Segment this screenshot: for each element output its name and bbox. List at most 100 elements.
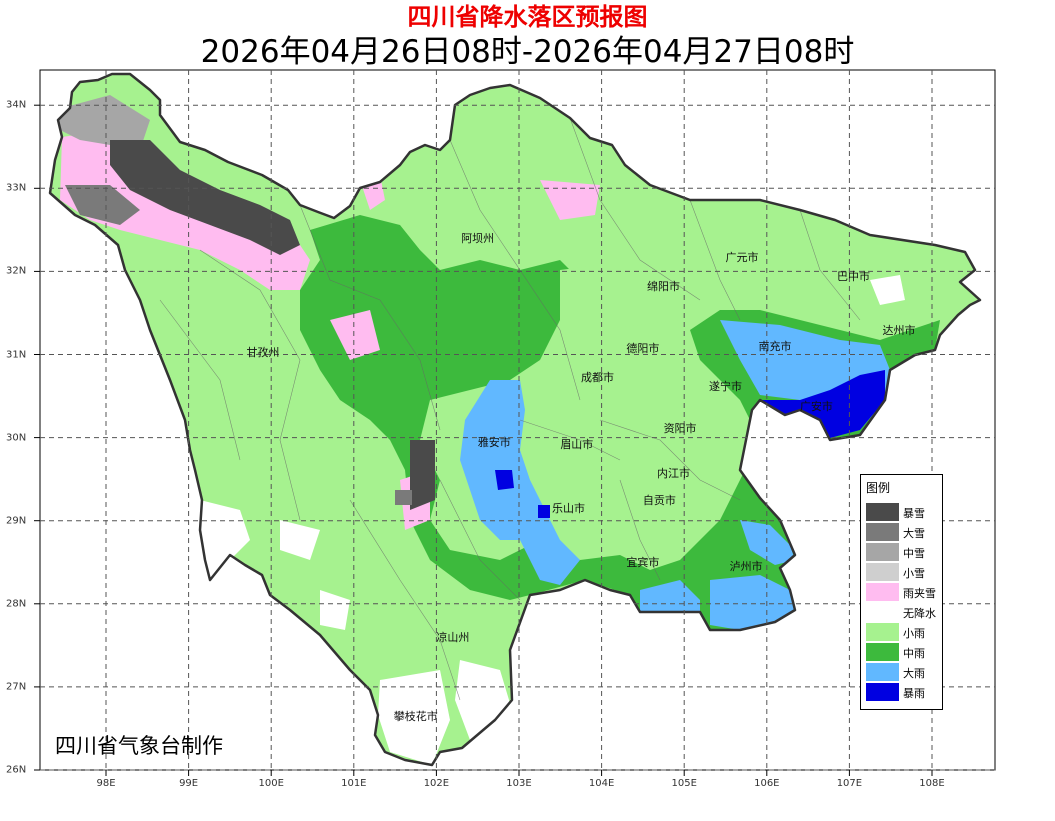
no-rain-area bbox=[200, 500, 250, 580]
x-tick-label: 106E bbox=[754, 778, 780, 789]
legend-label: 大雪 bbox=[903, 527, 925, 540]
legend-swatch bbox=[866, 583, 899, 601]
light-rain-area bbox=[590, 430, 690, 510]
city-label: 凉山州 bbox=[436, 631, 470, 645]
city-label: 成都市 bbox=[580, 370, 614, 384]
city-label: 达州市 bbox=[882, 323, 916, 337]
y-tick-label: 32N bbox=[6, 265, 27, 277]
city-label: 南充市 bbox=[758, 340, 792, 354]
map-title: 四川省降水落区预报图 bbox=[407, 3, 648, 31]
lat-lon-grid bbox=[40, 70, 995, 771]
legend-label: 暴雪 bbox=[903, 507, 925, 520]
legend-item: 大雪 bbox=[866, 523, 942, 541]
light-rain-area bbox=[560, 320, 690, 420]
x-tick-label: 103E bbox=[506, 778, 532, 789]
rainstorm-area bbox=[538, 505, 550, 518]
y-tick-label: 29N bbox=[6, 515, 27, 527]
heavy-snow-area bbox=[395, 490, 412, 505]
legend-item: 雨夹雪 bbox=[866, 583, 942, 601]
blizzard-area bbox=[110, 140, 300, 255]
city-label: 宜宾市 bbox=[626, 556, 660, 570]
legend-swatch bbox=[866, 503, 899, 521]
producer-credit: 四川省气象台制作 bbox=[55, 734, 223, 758]
rainstorm-area bbox=[495, 470, 514, 490]
legend-label: 小雪 bbox=[903, 567, 925, 580]
x-tick-label: 101E bbox=[341, 778, 367, 789]
y-tick-label: 26N bbox=[6, 764, 27, 776]
legend-label: 中雨 bbox=[903, 647, 925, 660]
legend-item: 暴雨 bbox=[866, 683, 942, 701]
legend-label: 暴雨 bbox=[903, 687, 925, 700]
sleet-area bbox=[330, 310, 380, 360]
y-tick-label: 27N bbox=[6, 681, 27, 693]
city-label: 泸州市 bbox=[729, 560, 763, 574]
legend-swatch bbox=[866, 643, 899, 661]
blizzard-area bbox=[410, 440, 435, 510]
legend-swatch bbox=[866, 563, 899, 581]
legend-swatch bbox=[866, 543, 899, 561]
legend-label: 中雪 bbox=[903, 547, 925, 560]
no-rain-area bbox=[280, 520, 320, 560]
legend-label: 雨夹雪 bbox=[903, 587, 936, 600]
county-boundaries bbox=[159, 117, 861, 701]
city-label: 巴中市 bbox=[837, 269, 871, 283]
city-label: 绵阳市 bbox=[647, 280, 681, 294]
legend: 图例 暴雪大雪中雪小雪雨夹雪无降水小雨中雨大雨暴雨 bbox=[860, 474, 943, 710]
legend-item: 中雨 bbox=[866, 643, 942, 661]
heavy-rain-area bbox=[740, 520, 795, 565]
forecast-period: 2026年04月26日08时-2026年04月27日08时 bbox=[200, 34, 855, 70]
x-tick-label: 105E bbox=[671, 778, 697, 789]
no-rain-area bbox=[378, 670, 450, 765]
no-rain-area bbox=[870, 275, 905, 305]
city-label: 雅安市 bbox=[477, 435, 511, 449]
province-boundary bbox=[48, 72, 982, 767]
x-tick-label: 99E bbox=[179, 778, 199, 789]
y-tick-label: 30N bbox=[6, 432, 27, 444]
city-label: 眉山市 bbox=[560, 438, 594, 452]
city-label: 自贡市 bbox=[642, 493, 676, 507]
city-label: 德阳市 bbox=[626, 341, 660, 355]
city-label: 内江市 bbox=[656, 467, 690, 481]
moderate-rain-area bbox=[300, 215, 940, 630]
x-tick-label: 98E bbox=[96, 778, 116, 789]
legend-item: 大雨 bbox=[866, 663, 942, 681]
sleet-area bbox=[540, 180, 600, 220]
legend-item: 小雨 bbox=[866, 623, 942, 641]
city-label: 广元市 bbox=[725, 251, 759, 265]
light-rain-area bbox=[560, 265, 600, 330]
x-tick-label: 107E bbox=[836, 778, 863, 789]
y-tick-label: 34N bbox=[6, 99, 27, 111]
heavy-snow-area bbox=[65, 185, 140, 225]
no-rain-area bbox=[320, 590, 350, 630]
legend-item: 暴雪 bbox=[866, 503, 942, 521]
city-label: 阿坝州 bbox=[461, 232, 495, 246]
y-tick-label: 28N bbox=[6, 598, 27, 610]
moderate-snow-area bbox=[55, 95, 150, 150]
city-label: 甘孜州 bbox=[246, 346, 280, 359]
axis-ticks bbox=[34, 104, 933, 776]
legend-item: 小雪 bbox=[866, 563, 942, 581]
rainstorm-area bbox=[760, 370, 885, 438]
legend-label: 无降水 bbox=[903, 607, 936, 620]
legend-item: 无降水 bbox=[866, 603, 942, 621]
legend-item: 中雪 bbox=[866, 543, 942, 561]
legend-swatch bbox=[866, 603, 899, 621]
x-tick-label: 100E bbox=[258, 778, 284, 789]
city-label: 遂宁市 bbox=[709, 380, 742, 394]
legend-swatch bbox=[866, 683, 899, 701]
y-tick-label: 31N bbox=[6, 349, 27, 360]
heavy-rain-area bbox=[460, 380, 580, 585]
x-tick-label: 108E bbox=[919, 778, 945, 789]
legend-label: 小雨 bbox=[903, 627, 925, 640]
legend-title: 图例 bbox=[866, 481, 891, 495]
legend-swatch bbox=[866, 623, 899, 641]
city-label: 乐山市 bbox=[552, 502, 586, 516]
legend-swatch bbox=[866, 523, 899, 541]
city-label: 攀枝花市 bbox=[393, 709, 438, 723]
city-label: 资阳市 bbox=[663, 421, 697, 435]
y-tick-label: 33N bbox=[6, 182, 27, 194]
legend-label: 大雨 bbox=[903, 667, 925, 680]
heavy-rain-area bbox=[710, 575, 795, 630]
x-tick-label: 102E bbox=[423, 778, 450, 789]
